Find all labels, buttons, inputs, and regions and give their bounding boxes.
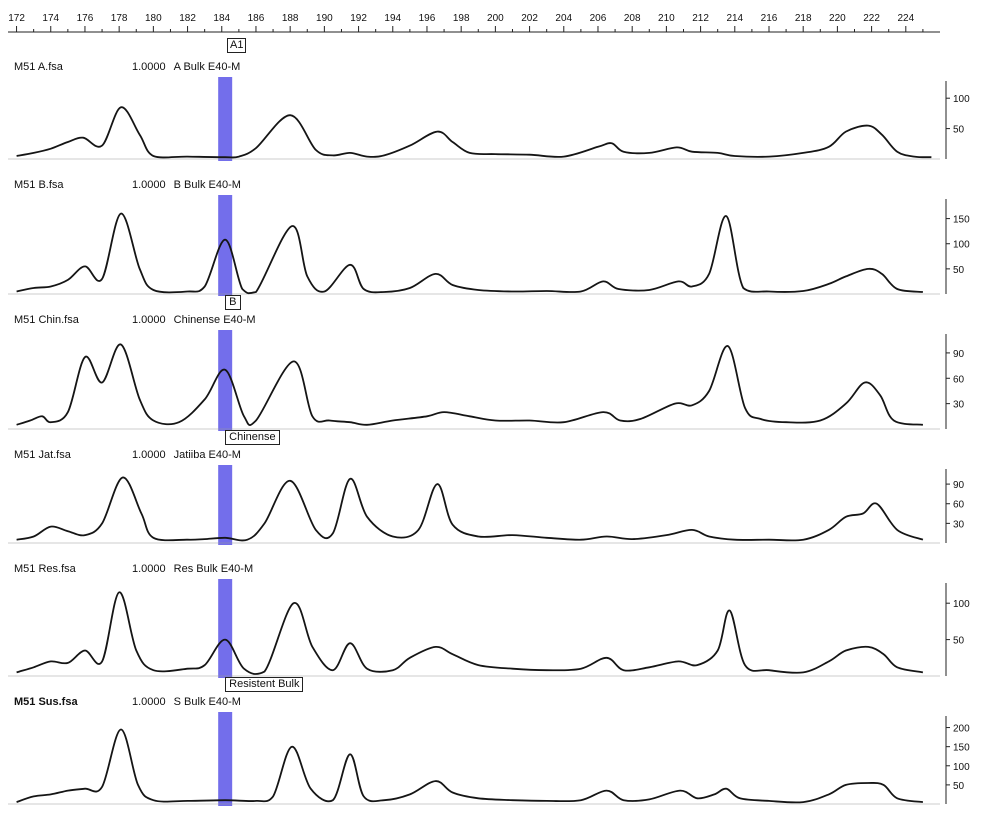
ruler-tick-label: 194 (384, 13, 401, 24)
trace-panel: 150 100 50 M51 B.fsa 1.0000 B Bulk E40-M B (0, 173, 993, 310)
sample-id: 1.0000 (132, 563, 166, 575)
ruler-tick-label: 216 (761, 13, 778, 24)
highlight-band (218, 579, 233, 678)
trace-plot: 90 60 30 (8, 330, 965, 431)
sample-id: 1.0000 (132, 696, 166, 708)
sample-label: 1.0000 B Bulk E40-M (132, 179, 249, 191)
a1-marker-label: A1 (227, 38, 247, 53)
ruler-tick-label: 212 (692, 13, 709, 24)
sample-id: 1.0000 (132, 179, 166, 191)
sample-label: 1.0000 A Bulk E40-M (132, 61, 248, 73)
sample-name: Res Bulk E40-M (173, 563, 254, 575)
file-name-label: M51 Res.fsa (14, 563, 76, 575)
sample-id: 1.0000 (132, 449, 166, 461)
allele-marker-label: B (225, 295, 241, 310)
y-tick-label: 100 (953, 599, 970, 610)
ruler-tick-label: 184 (213, 13, 230, 24)
allele-marker-label: Chinense (225, 430, 280, 445)
sample-id: 1.0000 (132, 61, 166, 73)
sample-label: 1.0000 S Bulk E40-M (132, 696, 249, 708)
trace-panel: 200 150 100 50 M51 Sus.fsa 1.0000 S Bulk E40-M (0, 690, 993, 818)
ruler-tick-label: 218 (795, 13, 812, 24)
allele-marker-label: Resistent Bulk (225, 677, 304, 692)
ruler-tick-label: 188 (282, 13, 299, 24)
ruler-tick-label: 204 (555, 13, 572, 24)
y-tick-label: 150 (953, 215, 970, 226)
highlight-band (218, 195, 233, 296)
trace-line (16, 591, 924, 675)
file-name-label: M51 Sus.fsa (14, 696, 78, 708)
trace-plot: 100 50 (8, 77, 970, 161)
trace-line (16, 728, 924, 804)
y-tick-label: 50 (953, 636, 965, 647)
ruler-tick-label: 174 (42, 13, 59, 24)
y-tick-label: 100 (953, 240, 970, 251)
trace-line (16, 106, 932, 159)
x-axis-ruler: 172 174 176 178 180 182 184 186 188 190 192 194 196 1… (0, 0, 993, 40)
sample-label: 1.0000 Chinense E40-M (132, 314, 264, 326)
trace-panel: 90 60 30 M51 Jat.fsa 1.0000 Jatiiba E40-M (0, 443, 993, 557)
trace-plot: 90 60 30 (8, 465, 965, 545)
trace-line (16, 212, 924, 295)
y-tick-label: 50 (953, 125, 965, 136)
ruler-tick-label: 202 (521, 13, 538, 24)
trace-line (16, 476, 924, 542)
file-name-label: M51 A.fsa (14, 61, 63, 73)
y-tick-label: 150 (953, 743, 970, 754)
sample-name: A Bulk E40-M (173, 61, 241, 73)
y-tick-label: 50 (953, 781, 965, 792)
ruler-tick-label: 222 (863, 13, 880, 24)
ruler-tick-label: 172 (8, 13, 25, 24)
ruler-ticks: 172 174 176 178 180 182 184 186 188 190 192 194 196 1… (8, 13, 940, 33)
trace-panel: 100 50 M51 Res.fsa 1.0000 Res Bulk E40-M Resi… (0, 557, 993, 692)
y-tick-label: 90 (953, 480, 965, 491)
ruler-tick-label: 196 (419, 13, 436, 24)
y-tick-label: 100 (953, 762, 970, 773)
trace-plot: 100 50 (8, 579, 970, 678)
highlight-band (218, 465, 233, 545)
ruler-tick-label: 182 (179, 13, 196, 24)
y-tick-label: 30 (953, 400, 965, 411)
ruler-tick-label: 176 (77, 13, 94, 24)
sample-label: 1.0000 Res Bulk E40-M (132, 563, 261, 575)
ruler-tick-label: 206 (590, 13, 607, 24)
sample-name: Jatiiba E40-M (173, 449, 241, 461)
ruler-tick-label: 178 (111, 13, 128, 24)
y-tick-label: 90 (953, 349, 965, 360)
ruler-tick-label: 208 (624, 13, 641, 24)
highlight-band (218, 712, 233, 806)
y-tick-label: 60 (953, 500, 965, 511)
y-tick-label: 60 (953, 374, 965, 385)
ruler-tick-label: 192 (350, 13, 367, 24)
ruler-tick-label: 200 (487, 13, 504, 24)
sample-name: B Bulk E40-M (173, 179, 241, 191)
sample-label: 1.0000 Jatiiba E40-M (132, 449, 249, 461)
ruler-tick-label: 224 (897, 13, 914, 24)
trace-panel: 100 50 M51 A.fsa 1.0000 A Bulk E40-M (0, 55, 993, 173)
ruler-tick-label: 186 (248, 13, 265, 24)
file-name-label: M51 B.fsa (14, 179, 64, 191)
ruler-tick-label: 198 (453, 13, 470, 24)
sample-name: S Bulk E40-M (173, 696, 241, 708)
y-tick-label: 200 (953, 724, 970, 735)
trace-panel: 90 60 30 M51 Chin.fsa 1.0000 Chinense E40-M Ch… (0, 308, 993, 445)
ruler-tick-label: 210 (658, 13, 675, 24)
ruler-tick-label: 180 (145, 13, 162, 24)
highlight-band (218, 330, 233, 431)
y-tick-label: 100 (953, 94, 970, 105)
trace-plot: 200 150 100 50 (8, 712, 970, 806)
file-name-label: M51 Jat.fsa (14, 449, 71, 461)
y-tick-label: 50 (953, 265, 965, 276)
trace-line (16, 343, 924, 427)
ruler-tick-label: 220 (829, 13, 846, 24)
trace-plot: 150 100 50 (8, 195, 970, 296)
ruler-tick-label: 190 (316, 13, 333, 24)
highlight-band (218, 77, 233, 161)
sample-name: Chinense E40-M (173, 314, 256, 326)
sample-id: 1.0000 (132, 314, 166, 326)
file-name-label: M51 Chin.fsa (14, 314, 79, 326)
ruler-tick-label: 214 (726, 13, 743, 24)
y-tick-label: 30 (953, 519, 965, 530)
